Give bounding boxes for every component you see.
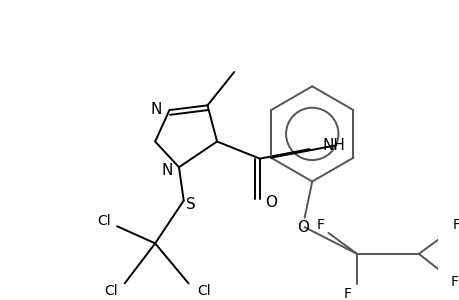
Text: N: N xyxy=(150,102,162,117)
Text: NH: NH xyxy=(322,138,345,153)
Text: F: F xyxy=(450,275,458,290)
Text: F: F xyxy=(343,287,351,300)
Text: S: S xyxy=(186,197,196,212)
Text: F: F xyxy=(316,218,324,232)
Text: O: O xyxy=(296,220,308,235)
Text: F: F xyxy=(452,218,459,232)
Text: Cl: Cl xyxy=(97,214,110,227)
Text: Cl: Cl xyxy=(104,284,118,298)
Text: N: N xyxy=(162,163,173,178)
Text: Cl: Cl xyxy=(196,284,210,298)
Text: F: F xyxy=(457,275,459,290)
Text: O: O xyxy=(265,195,277,210)
